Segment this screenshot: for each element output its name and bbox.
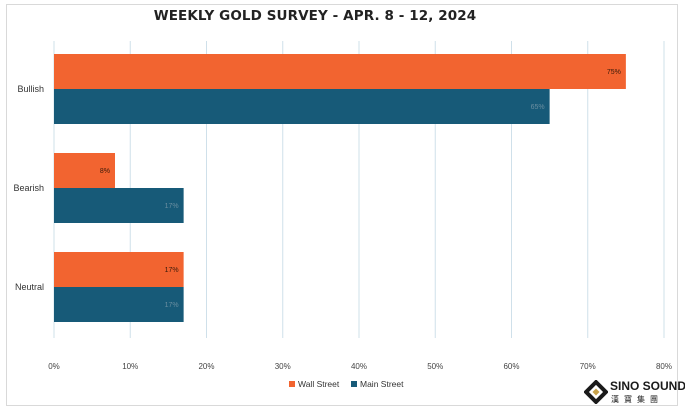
x-tick-label-8: 80% [656,362,672,371]
bar-main-street-bullish [54,89,550,124]
logo-name: SINO SOUND [610,379,685,393]
legend-swatch-main-street [351,381,357,387]
logo-subtitle: 漢寶集團 [611,395,663,404]
category-label-neutral: Neutral [15,282,44,292]
bar-main-street-bearish [54,188,184,223]
data-label-wall-street-neutral: 17% [165,267,179,274]
data-label-main-street-bullish: 65% [531,104,545,111]
x-tick-label-5: 50% [427,362,443,371]
legend-swatch-wall-street [289,381,295,387]
category-label-bullish: Bullish [17,84,44,94]
x-tick-label-0: 0% [48,362,60,371]
x-tick-label-3: 30% [275,362,291,371]
data-label-wall-street-bullish: 75% [607,69,621,76]
x-tick-label-4: 40% [351,362,367,371]
data-label-main-street-neutral: 17% [165,302,179,309]
legend-label-wall-street: Wall Street [298,379,340,389]
x-tick-label-6: 60% [503,362,519,371]
bar-wall-street-bearish [54,153,115,188]
category-label-bearish: Bearish [13,183,44,193]
bar-wall-street-neutral [54,252,184,287]
x-tick-label-7: 70% [580,362,596,371]
brand-logo: SINO SOUND 漢寶集團 [584,378,685,408]
x-tick-label-2: 20% [198,362,214,371]
data-label-main-street-bearish: 17% [165,203,179,210]
chart-title: WEEKLY GOLD SURVEY - APR. 8 - 12, 2024 [153,8,477,24]
legend-label-main-street: Main Street [360,379,404,389]
bar-wall-street-bullish [54,54,626,89]
data-label-wall-street-bearish: 8% [100,168,110,175]
x-tick-label-1: 10% [122,362,138,371]
sino-sound-logo-icon [584,380,608,404]
bar-main-street-neutral [54,287,184,322]
